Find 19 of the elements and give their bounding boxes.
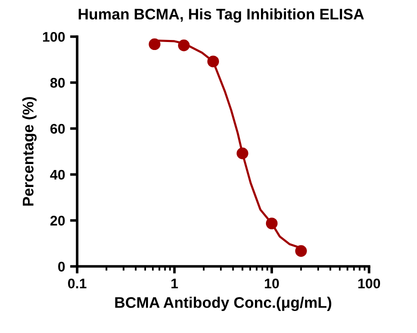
y-tick-label: 0 <box>58 262 65 272</box>
y-tick-label: 80 <box>50 78 65 88</box>
point <box>236 148 248 160</box>
point <box>295 245 307 257</box>
point <box>207 56 220 68</box>
y-tick-label: 100 <box>43 32 65 42</box>
point <box>148 38 160 50</box>
x-tick-label: 10 <box>264 278 279 288</box>
point <box>178 40 190 52</box>
y-tick-label: 40 <box>50 170 65 180</box>
point <box>266 218 278 230</box>
x-axis-title: BCMA Antibody Conc.(μg/mL) <box>115 296 332 312</box>
x-tick-label: 0.1 <box>68 278 86 288</box>
y-tick-label: 20 <box>50 216 65 226</box>
x-tick-label: 100 <box>358 278 380 288</box>
chart-title: Human BCMA, His Tag Inhibition ELISA <box>78 8 364 23</box>
x-tick-label: 1 <box>171 278 178 288</box>
y-tick-label: 60 <box>50 124 65 134</box>
y-axis-title: Percentage (%) <box>22 97 37 206</box>
